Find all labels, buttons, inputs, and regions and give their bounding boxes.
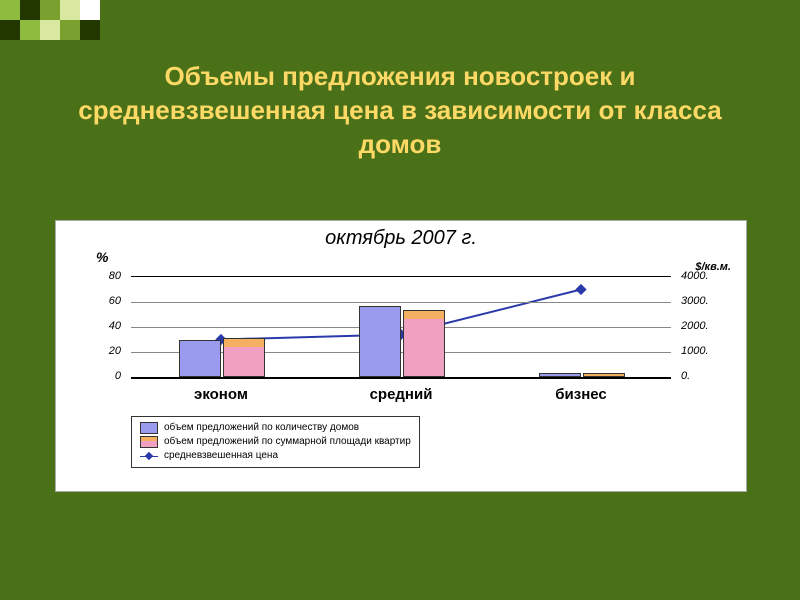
legend-swatch-line <box>140 451 158 461</box>
bar-series2 <box>583 373 625 378</box>
legend-item-bar2: объем предложений по суммарной площади к… <box>140 435 411 449</box>
category-label: эконом <box>151 386 291 403</box>
legend-swatch-bar1 <box>140 422 158 434</box>
corner-decoration <box>0 0 100 40</box>
bar-series2 <box>223 338 265 378</box>
bar-series1 <box>539 373 581 378</box>
chart-title: октябрь 2007 г. <box>56 227 746 250</box>
y-left-tick: 60 <box>109 295 121 307</box>
legend-item-bar1: объем предложений по количеству домов <box>140 421 411 435</box>
y-right-tick: 4000. <box>681 270 709 282</box>
bar-series2 <box>403 310 445 377</box>
category-label: бизнес <box>511 386 651 403</box>
legend-label-line: средневзвешенная цена <box>164 449 278 463</box>
legend-label-bar1: объем предложений по количеству домов <box>164 421 359 435</box>
y-right-tick: 2000. <box>681 320 709 332</box>
y-left-tick: 20 <box>109 345 121 357</box>
y-left-tick: 0 <box>115 370 121 382</box>
y-left-tick: 80 <box>109 270 121 282</box>
bar-series1 <box>359 306 401 377</box>
slide-title: Объемы предложения новостроек и средневз… <box>60 60 740 161</box>
category-label: средний <box>331 386 471 403</box>
legend-item-line: средневзвешенная цена <box>140 449 411 463</box>
legend: объем предложений по количеству домов об… <box>131 416 420 468</box>
y-right-tick: 1000. <box>681 345 709 357</box>
legend-swatch-bar2 <box>140 436 158 448</box>
bar-series1 <box>179 340 221 377</box>
y-right-tick: 3000. <box>681 295 709 307</box>
y-right-tick: 0. <box>681 370 690 382</box>
plot-area <box>131 276 671 379</box>
legend-label-bar2: объем предложений по суммарной площади к… <box>164 435 411 449</box>
y-left-tick: 40 <box>109 320 121 332</box>
chart-container: октябрь 2007 г. % $/кв.м. объем предложе… <box>55 220 747 492</box>
y-left-axis-label: % <box>96 249 108 265</box>
